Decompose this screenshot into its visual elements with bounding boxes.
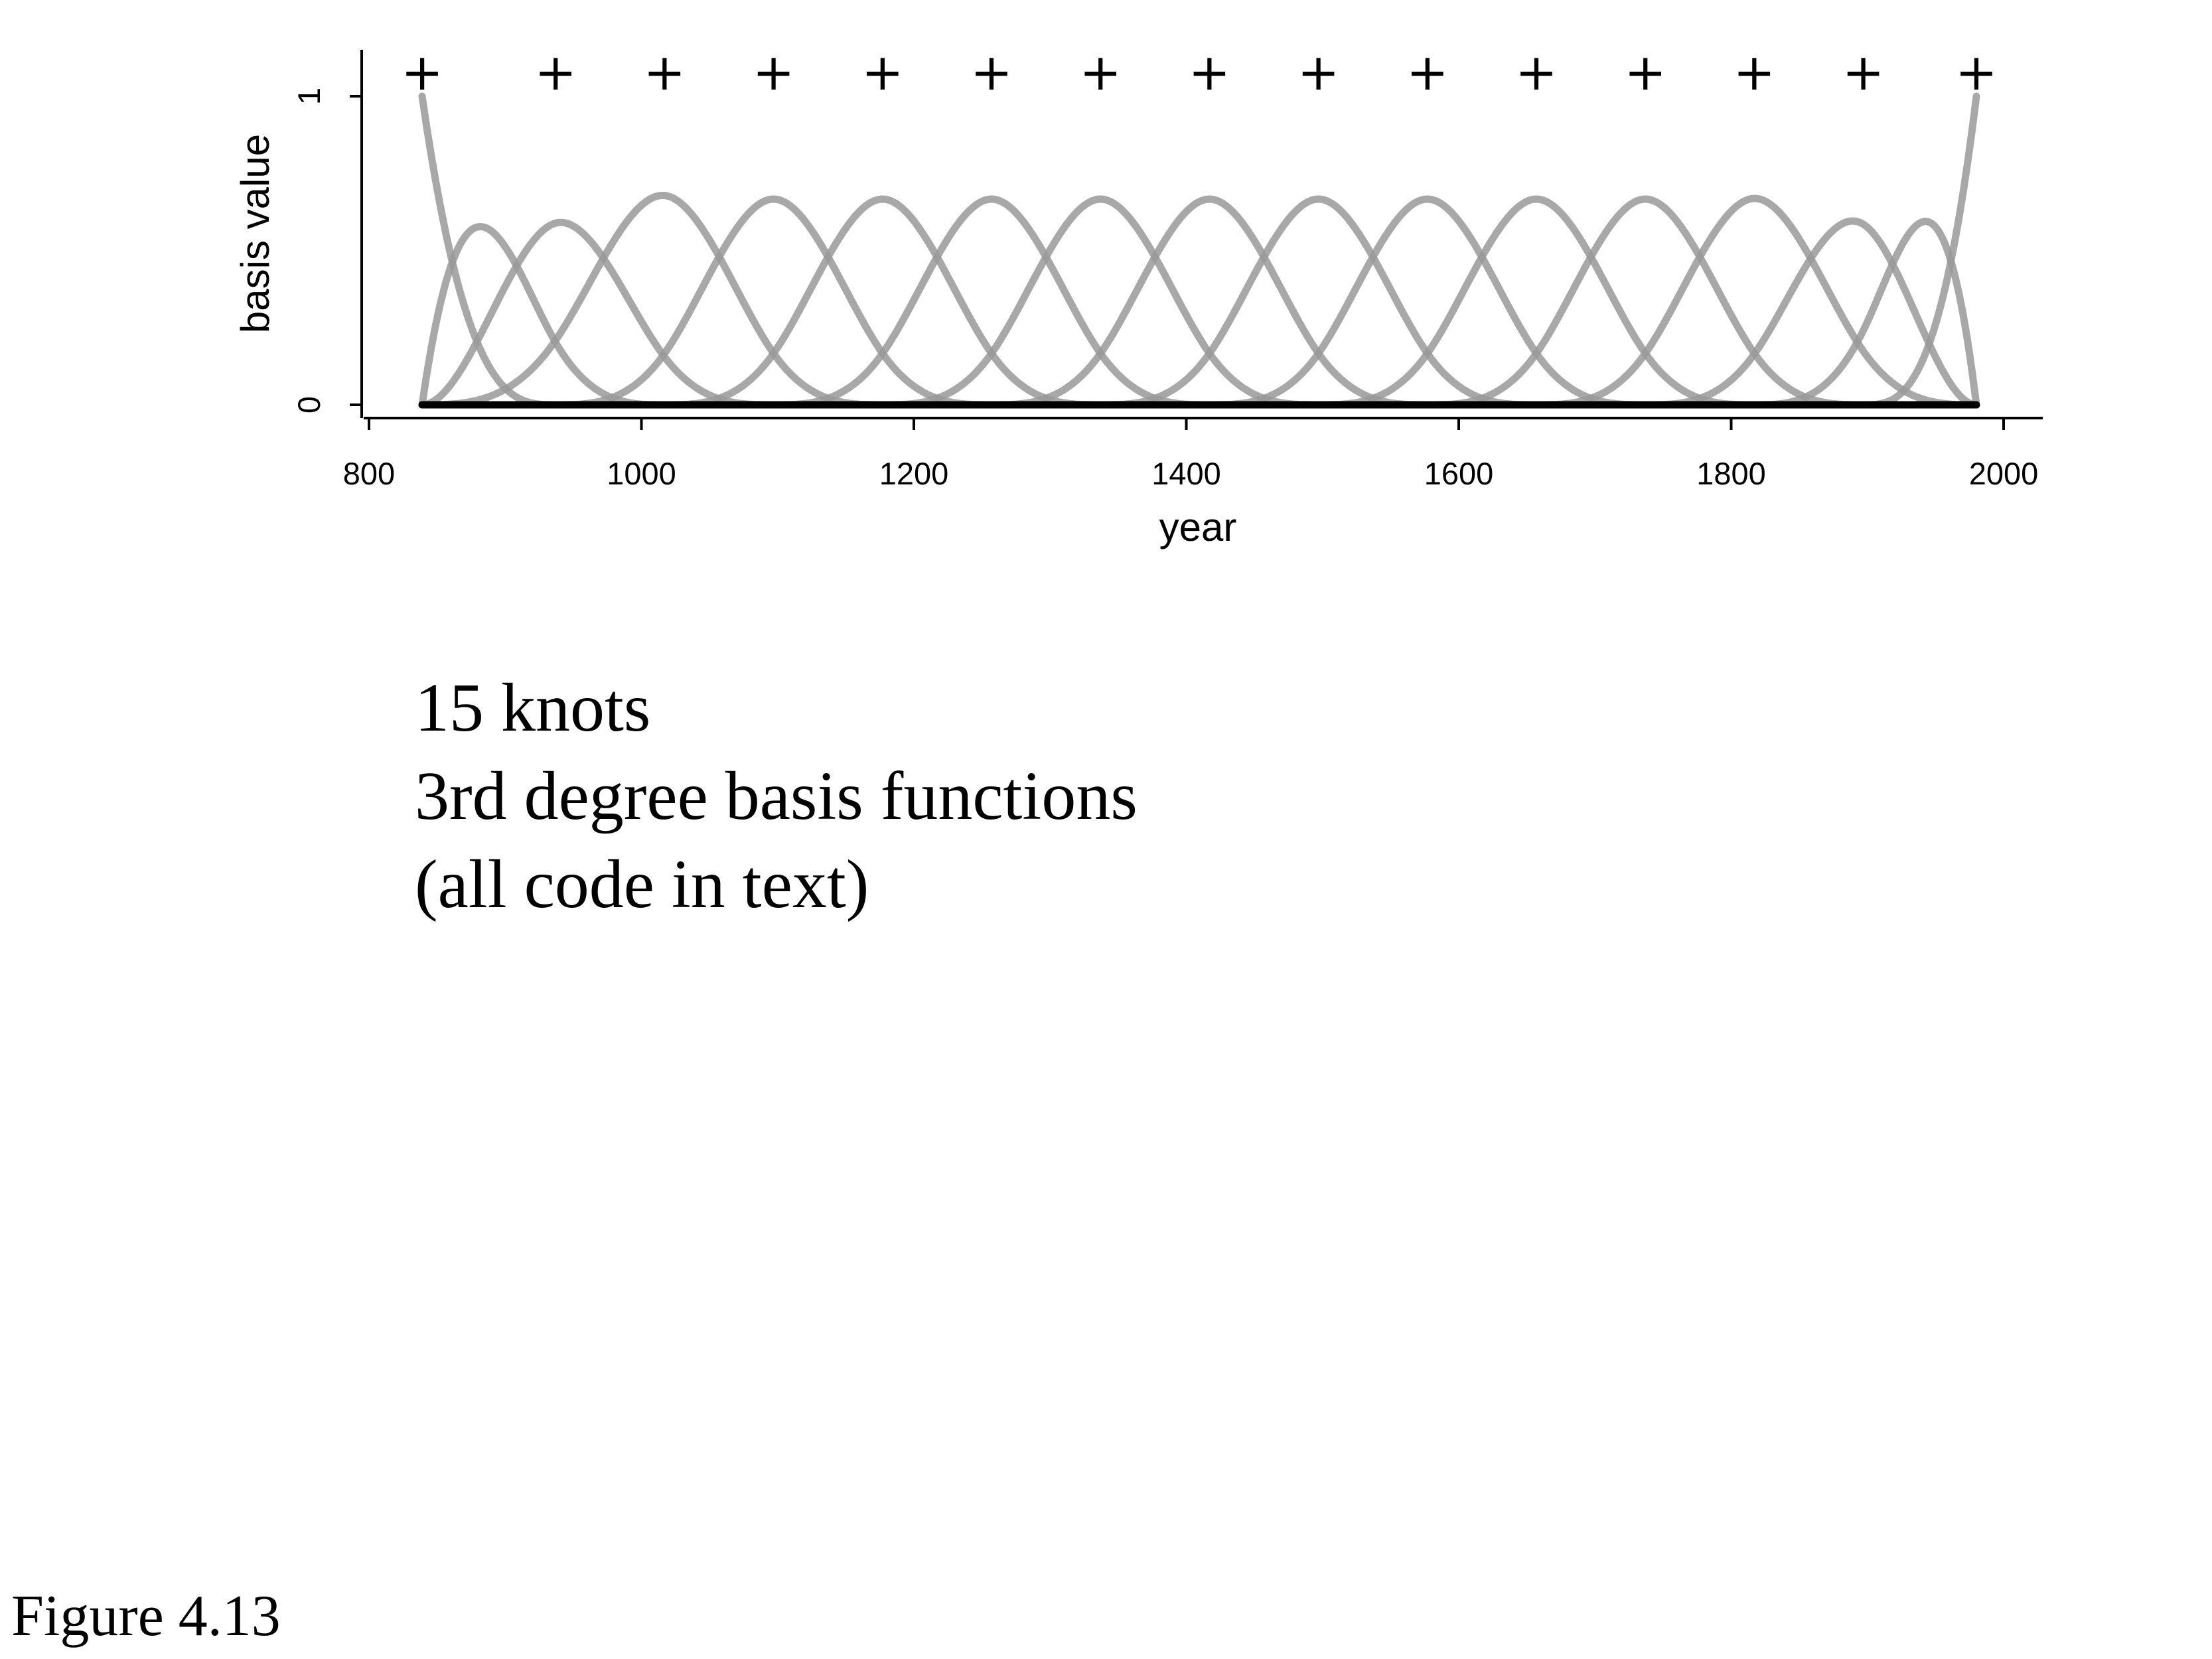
basis-function-curve	[418, 195, 1980, 409]
basis-function-curve	[418, 195, 1980, 409]
x-tick-label: 2000	[1969, 456, 2039, 491]
knot-marker: +	[1515, 42, 1558, 102]
basis-function-curve	[418, 195, 1980, 409]
caption-line-code-note: (all code in text)	[415, 846, 869, 922]
basis-function-chart: 800 1000 1200 1400 1600 1800 2000 year 01 basi…	[233, 42, 2043, 549]
y-axis-ticks: 01	[291, 88, 362, 413]
x-tick-label: 1800	[1696, 456, 1766, 491]
knot-marker: +	[1733, 42, 1776, 102]
basis-function-curve	[418, 195, 1980, 409]
knot-marker: +	[1406, 42, 1449, 102]
basis-function-curve	[418, 195, 1980, 409]
x-tick-label: 1600	[1424, 456, 1494, 491]
basis-curves	[418, 92, 1980, 409]
caption-line-degree: 3rd degree basis functions	[415, 758, 1138, 834]
x-tick-label: 800	[343, 456, 395, 491]
y-axis-title: basis value	[233, 134, 277, 333]
knot-marker: +	[861, 42, 904, 102]
knot-marker: +	[644, 42, 686, 102]
basis-function-curve	[418, 92, 1980, 409]
x-axis: 800 1000 1200 1400 1600 1800 2000 year	[343, 417, 2043, 549]
y-tick-label: 1	[291, 88, 327, 105]
basis-function-curve	[418, 218, 1980, 409]
basis-function-curve	[418, 92, 1980, 409]
knot-marker: +	[753, 42, 795, 102]
y-axis: 01 basis value	[233, 50, 363, 418]
knot-marker: +	[401, 42, 443, 102]
knot-marker: +	[1297, 42, 1340, 102]
caption-line-knots: 15 knots	[415, 670, 651, 746]
basis-function-curve	[418, 195, 1980, 409]
x-axis-title: year	[1159, 505, 1237, 549]
x-tick-label: 1000	[607, 456, 676, 491]
caption: 15 knots 3rd degree basis functions (all…	[415, 664, 1138, 928]
basis-function-curve	[418, 217, 1980, 409]
x-tick-label: 1200	[879, 456, 949, 491]
knot-marker: +	[970, 42, 1013, 102]
y-tick-label: 0	[291, 396, 327, 413]
basis-function-curve	[418, 192, 1980, 409]
basis-function-curve	[418, 195, 1980, 409]
basis-function-curve	[418, 218, 1980, 409]
basis-function-curve	[418, 195, 1980, 409]
knot-marker: +	[1955, 42, 1998, 102]
x-axis-ticks: 800 1000 1200 1400 1600 1800 2000	[343, 418, 2038, 491]
knot-marker: +	[1624, 42, 1666, 102]
basis-function-curve	[418, 194, 1980, 409]
knot-marker: +	[1079, 42, 1122, 102]
knot-marker: +	[1842, 42, 1885, 102]
knot-marker: +	[534, 42, 577, 102]
x-tick-label: 1400	[1151, 456, 1221, 491]
basis-function-curve	[418, 195, 1980, 409]
knot-marker: +	[1189, 42, 1231, 102]
figure-label: Figure 4.13	[11, 1584, 281, 1648]
basis-function-curve	[418, 223, 1980, 409]
knot-markers: + + + + + + + + + + + + + + +	[401, 42, 1998, 102]
